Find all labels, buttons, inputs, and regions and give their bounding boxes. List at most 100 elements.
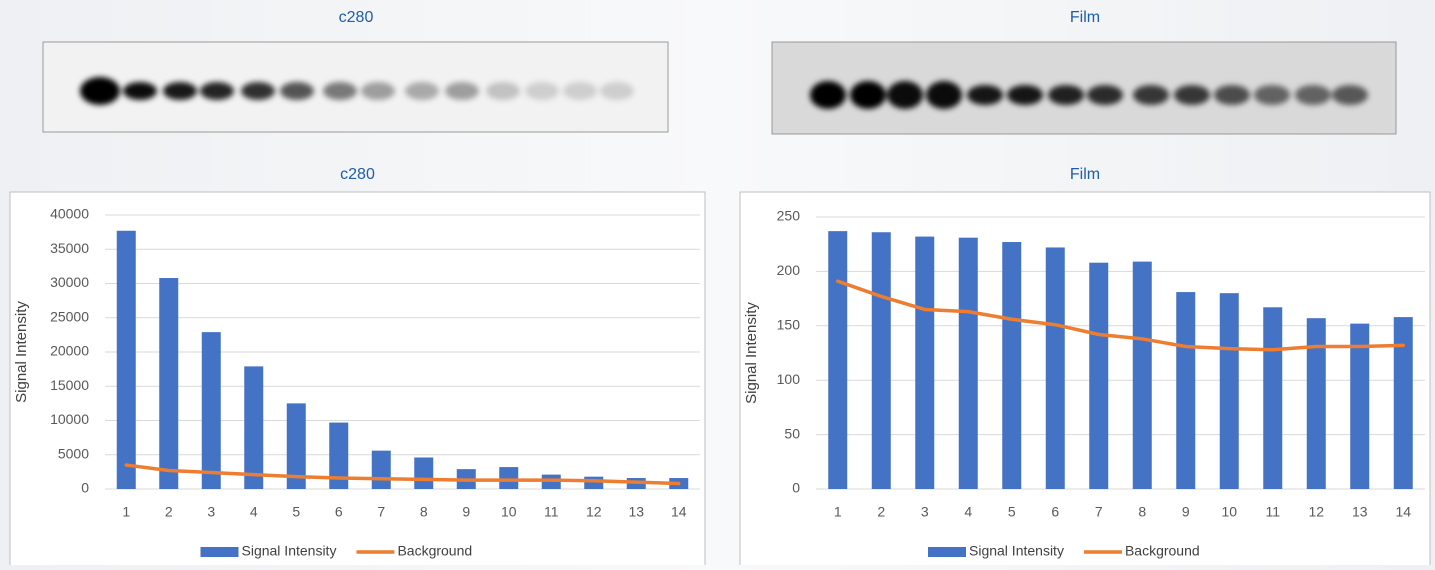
blot-bands [80,77,634,105]
bar [584,476,604,489]
blot-band [1007,85,1043,105]
blot-band [1048,85,1084,105]
blot-band [445,82,479,100]
y-tick-label: 25000 [50,308,89,324]
bar [499,467,519,489]
x-tick-label: 9 [1182,504,1190,520]
x-tick-label: 3 [921,504,929,520]
y-tick-label: 100 [777,371,801,387]
line [836,279,1405,352]
y-tick-label: 5000 [58,445,89,461]
y-tick-label: 150 [777,317,801,333]
bar [329,422,349,489]
x-tick-label: 8 [1138,504,1146,520]
bar [915,236,935,489]
bar [414,457,434,489]
legend-label: Signal Intensity [969,543,1064,559]
legend-swatch [200,547,239,557]
blot-band [1214,85,1250,105]
x-tick-label: 12 [586,504,602,520]
bar [286,403,306,489]
bar [1219,293,1239,489]
y-axis-label: Signal Intensity [743,302,760,404]
bar [1002,242,1022,489]
x-tick-label: 12 [1308,504,1324,520]
x-tick-label: 1 [834,504,842,520]
blot-band [200,82,234,100]
x-tick-label: 10 [1221,504,1237,520]
blot-band [280,82,314,100]
blot-band [361,82,395,100]
x-tick-label: 7 [377,504,385,520]
blot-band [1133,85,1169,105]
x-tick-label: 5 [292,504,300,520]
y-tick-label: 40000 [50,206,89,222]
legend-label: Signal Intensity [242,543,337,559]
y-tick-label: 35000 [50,240,89,256]
y-tick-label: 250 [777,208,801,224]
chart-title: Film [1070,166,1100,183]
blot-band [323,82,357,100]
blot-band [80,77,120,105]
x-tick-label: 3 [207,504,215,520]
bar [1306,318,1326,489]
bar [159,278,179,489]
blot-band [1254,85,1290,105]
blot-band [486,82,520,100]
x-tick-label: 2 [877,504,885,520]
x-tick-label: 9 [462,504,470,520]
bar [1263,307,1283,489]
x-tick-label: 7 [1095,504,1103,520]
bar [1089,262,1109,489]
blot-band [241,82,275,100]
blot-band [926,81,962,109]
y-tick-label: 200 [777,262,801,278]
blot-band [563,82,597,100]
bar [958,237,978,489]
bar [201,332,221,489]
x-tick-label: 11 [1265,504,1280,520]
y-tick-label: 30000 [50,274,89,290]
blot-band [123,82,157,100]
blot-band [163,82,197,100]
y-tick-label: 20000 [50,343,89,359]
x-tick-label: 13 [628,504,644,520]
bar [1350,323,1370,489]
x-tick-label: 1 [122,504,130,520]
x-tick-label: 11 [544,504,559,520]
bar [828,231,848,490]
bar [371,450,391,489]
x-tick-label: 14 [671,504,687,520]
x-tick-label: 6 [335,504,343,520]
blot-bands [810,81,1368,109]
x-tick-label: 8 [420,504,428,520]
x-tick-label: 6 [1051,504,1059,520]
y-tick-label: 15000 [50,377,89,393]
line [124,463,681,486]
blot-band [1087,85,1123,105]
bar [871,232,891,489]
bar [1176,292,1196,489]
legend-label: Background [1125,543,1200,559]
x-tick-label: 4 [964,504,972,520]
y-tick-label: 0 [792,480,800,496]
x-tick-label: 14 [1395,504,1411,520]
blot-band [887,81,923,109]
bar [1393,317,1413,489]
y-tick-label: 10000 [50,411,89,427]
x-tick-label: 2 [165,504,173,520]
y-tick-label: 0 [81,480,89,496]
legend-label: Background [397,543,472,559]
blot-title: c280 [339,9,374,26]
blot-band [1295,85,1331,105]
blot-band [967,85,1003,105]
blot-band [1332,85,1368,105]
blot-title: Film [1070,9,1100,26]
blot-band [1174,85,1210,105]
blot-band [850,81,886,109]
x-tick-label: 13 [1352,504,1368,520]
legend-swatch [928,547,966,557]
blot-band [600,82,634,100]
chart-title: c280 [340,166,375,183]
x-tick-label: 4 [250,504,258,520]
